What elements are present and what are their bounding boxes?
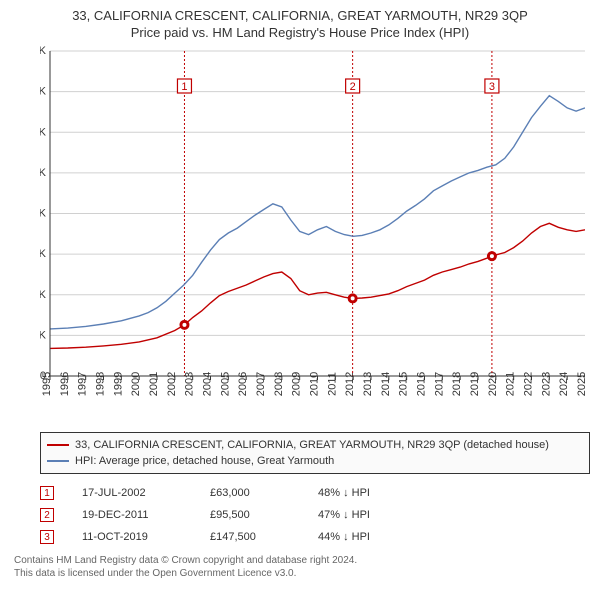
x-tick-label: 2018 (451, 372, 463, 396)
table-row: 1 17-JUL-2002 £63,000 48% ↓ HPI (40, 482, 590, 504)
series-hpi (50, 96, 585, 329)
y-tick-label: £100K (40, 289, 47, 301)
x-tick-label: 2021 (505, 372, 517, 396)
event-badge-number: 3 (489, 81, 495, 93)
title-line-1: 33, CALIFORNIA CRESCENT, CALIFORNIA, GRE… (10, 8, 590, 23)
x-tick-label: 2007 (255, 372, 267, 396)
y-tick-label: £350K (40, 86, 47, 98)
event-badge-number: 1 (181, 81, 187, 93)
x-tick-label: 2016 (416, 372, 428, 396)
x-tick-label: 2019 (469, 372, 481, 396)
table-event-badge: 2 (40, 508, 54, 522)
table-delta: 47% ↓ HPI (318, 509, 438, 521)
table-price: £147,500 (210, 531, 290, 543)
events-table: 1 17-JUL-2002 £63,000 48% ↓ HPI 2 19-DEC-2011… (40, 482, 590, 548)
y-tick-label: £400K (40, 46, 47, 57)
title-line-2: Price paid vs. HM Land Registry's House … (10, 25, 590, 40)
x-tick-label: 1997 (77, 372, 89, 396)
x-tick-label: 2005 (219, 372, 231, 396)
x-tick-label: 2024 (558, 372, 570, 396)
x-tick-label: 1998 (95, 372, 107, 396)
table-delta: 48% ↓ HPI (318, 487, 438, 499)
chart-container: 33, CALIFORNIA CRESCENT, CALIFORNIA, GRE… (0, 0, 600, 590)
legend-label: 33, CALIFORNIA CRESCENT, CALIFORNIA, GRE… (75, 439, 549, 451)
attribution: Contains HM Land Registry data © Crown c… (14, 554, 590, 580)
x-tick-label: 1999 (112, 372, 124, 396)
x-tick-label: 2006 (237, 372, 249, 396)
table-price: £63,000 (210, 487, 290, 499)
x-tick-label: 2013 (362, 372, 374, 396)
legend: 33, CALIFORNIA CRESCENT, CALIFORNIA, GRE… (40, 432, 590, 474)
table-date: 17-JUL-2002 (82, 487, 182, 499)
event-point-inner (182, 323, 186, 327)
titles: 33, CALIFORNIA CRESCENT, CALIFORNIA, GRE… (10, 8, 590, 46)
x-tick-label: 2012 (344, 372, 356, 396)
legend-item: HPI: Average price, detached house, Grea… (47, 453, 583, 469)
y-tick-label: £150K (40, 248, 47, 260)
x-tick-label: 2015 (398, 372, 410, 396)
table-price: £95,500 (210, 509, 290, 521)
x-tick-label: 2001 (148, 372, 160, 396)
table-delta: 44% ↓ HPI (318, 531, 438, 543)
table-date: 11-OCT-2019 (82, 531, 182, 543)
event-badge-number: 2 (350, 81, 356, 93)
x-tick-label: 2014 (380, 372, 392, 396)
table-row: 2 19-DEC-2011 £95,500 47% ↓ HPI (40, 504, 590, 526)
table-event-badge: 3 (40, 530, 54, 544)
x-tick-label: 2020 (487, 372, 499, 396)
x-tick-label: 2003 (184, 372, 196, 396)
x-tick-label: 2008 (273, 372, 285, 396)
x-tick-label: 2025 (576, 372, 585, 396)
x-tick-label: 2023 (540, 372, 552, 396)
x-tick-label: 2017 (433, 372, 445, 396)
y-tick-label: £200K (40, 208, 47, 220)
attribution-line-2: This data is licensed under the Open Gov… (14, 567, 590, 580)
event-point-inner (351, 296, 355, 300)
x-tick-label: 2022 (523, 372, 535, 396)
y-tick-label: £300K (40, 126, 47, 138)
y-tick-label: £250K (40, 167, 47, 179)
table-row: 3 11-OCT-2019 £147,500 44% ↓ HPI (40, 526, 590, 548)
x-tick-label: 2000 (130, 372, 142, 396)
table-date: 19-DEC-2011 (82, 509, 182, 521)
x-tick-label: 1996 (59, 372, 71, 396)
attribution-line-1: Contains HM Land Registry data © Crown c… (14, 554, 590, 567)
y-tick-label: £50K (40, 329, 47, 341)
table-event-badge: 1 (40, 486, 54, 500)
event-point-inner (490, 254, 494, 258)
x-tick-label: 1995 (41, 372, 53, 396)
chart-plot-area: £0£50K£100K£150K£200K£250K£300K£350K£400… (40, 46, 585, 426)
legend-swatch (47, 460, 69, 462)
chart-svg: £0£50K£100K£150K£200K£250K£300K£350K£400… (40, 46, 585, 426)
x-tick-label: 2004 (202, 372, 214, 396)
legend-swatch (47, 444, 69, 446)
legend-label: HPI: Average price, detached house, Grea… (75, 455, 334, 467)
x-tick-label: 2002 (166, 372, 178, 396)
legend-item: 33, CALIFORNIA CRESCENT, CALIFORNIA, GRE… (47, 437, 583, 453)
x-tick-label: 2010 (309, 372, 321, 396)
series-price-paid (50, 223, 585, 348)
x-tick-label: 2009 (291, 372, 303, 396)
